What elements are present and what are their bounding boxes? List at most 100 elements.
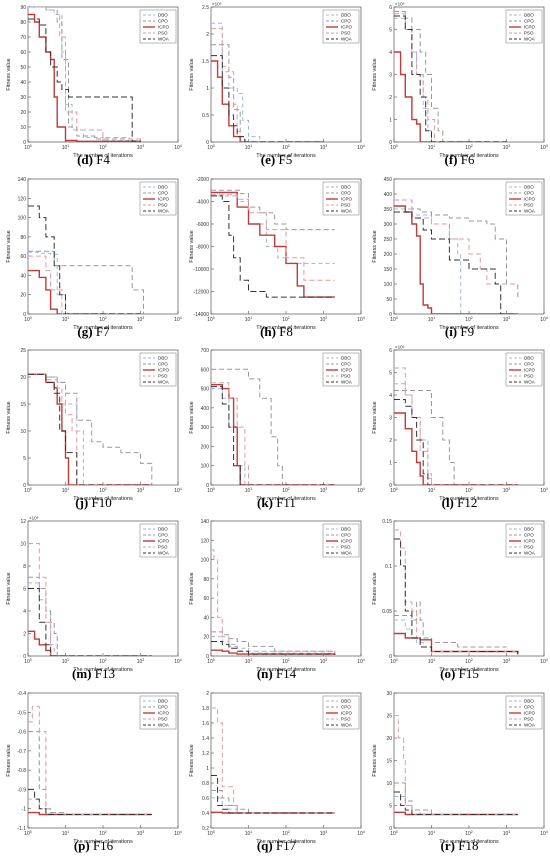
series-line-pso [211,194,335,281]
y-tick-label: 25 [386,714,392,720]
y-tick-label: 2 [389,95,392,101]
legend-label-icpo: ICPO [158,25,170,30]
panel-caption: (h) F8 [185,324,368,340]
x-tick-label: 102 [465,658,473,665]
y-tick-label: 350 [384,207,393,213]
series-line-pso [394,13,507,142]
x-tick-label: 101 [62,316,70,323]
legend-label-pso: PSO [158,374,168,379]
y-axis-label: Fitness value [6,58,12,90]
y-tick-label: 15 [20,402,26,408]
legend-label-icpo: ICPO [524,539,536,544]
x-tick-label: 100 [207,658,215,665]
series-line-woa [394,15,507,142]
caption-function: F17 [272,838,297,853]
chart-svg: 0 20 40 60 80 100 120 140 100 101 102 103 104 The num… [189,519,365,673]
caption-function: F16 [89,838,114,853]
panel-caption: (l) F12 [368,495,550,511]
y-tick-label: 1 [389,118,392,124]
y-tick-label: 2 [23,632,26,638]
caption-function: F5 [275,152,293,167]
y-tick-label: 0 [206,140,209,146]
x-tick-label: 104 [357,487,365,494]
y-tick-label: 120 [201,538,210,544]
chart-panel-f6: 0 1 2 3 4 5 6 100 101 102 103 104 The number of iter… [368,0,550,172]
x-tick-label: 103 [320,658,328,665]
y-tick-label: 140 [201,519,210,525]
x-tick-label: 104 [174,830,182,837]
x-tick-label: 102 [99,830,107,837]
legend-label-dbo: DBO [158,13,168,18]
chart-svg: 0 0.5 1 1.5 2 2.5 100 101 102 103 104 The number of… [189,2,365,160]
y-tick-label: 40 [203,615,209,621]
legend-label-woa: WOA [158,380,169,385]
chart-panel-f13: 0 2 4 6 8 10 12 100 101 102 103 104 The number of it… [2,514,185,686]
x-tick-label: 104 [540,144,548,151]
series-line-pso [211,549,336,654]
x-tick-label: 102 [465,487,473,494]
y-tick-label: 6 [389,5,392,11]
legend-label-dbo: DBO [341,185,351,190]
y-tick-label: 0 [23,483,26,489]
legend-label-woa: WOA [158,723,169,728]
y-tick-label: 1.5 [202,59,209,65]
legend-label-pso: PSO [341,203,351,208]
series-line-icpo [28,269,141,314]
panel-caption: (n) F14 [185,666,368,682]
y-tick-label: 120 [18,196,27,202]
y-tick-label: -0.8 [17,768,26,774]
legend-label-dbo: DBO [158,356,168,361]
series-line-dbo [394,619,519,655]
x-axis-label: The number of iterations [73,667,133,673]
y-tick-label: 1.8 [202,706,209,712]
panel-caption: (d) F4 [2,152,185,168]
caption-function: F12 [453,495,478,510]
legend-label-woa: WOA [341,380,352,385]
x-axis-label: The number of iterations [439,839,499,845]
chart-svg: -14000 -12000 -10000 -8000 -6000 -4000 -2000 10… [189,177,365,331]
x-tick-label: 103 [320,487,328,494]
legend-label-woa: WOA [524,209,535,214]
legend-label-dbo: DBO [524,699,534,704]
y-tick-label: 4 [389,393,392,399]
x-tick-label: 100 [390,316,398,323]
caption-function: F18 [454,838,479,853]
caption-letter: (o) [440,666,456,681]
series-line-woa [211,386,335,485]
y-tick-label: 6 [23,587,26,593]
legend-label-icpo: ICPO [341,368,353,373]
series-line-dbo [28,582,152,656]
panel-caption: (g) F7 [2,324,185,340]
caption-letter: (g) [77,324,93,339]
legend-label-pso: PSO [341,717,351,722]
legend-label-pso: PSO [158,31,168,36]
y-tick-label: 12 [20,519,26,525]
caption-letter: (j) [75,495,89,510]
legend-label-woa: WOA [524,551,535,556]
x-tick-label: 103 [503,830,511,837]
legend-label-icpo: ICPO [158,539,170,544]
caption-letter: (k) [257,495,273,510]
x-tick-label: 103 [320,316,328,323]
x-axis-label: The number of iterations [256,667,316,673]
x-tick-label: 102 [282,830,290,837]
y-tick-label: 0.8 [202,781,209,787]
legend-label-cpo: CPO [158,705,168,710]
series-line-woa [394,399,518,485]
series-line-pso [394,529,519,654]
y-tick-label: 10 [20,429,26,435]
panel-caption: (i) F9 [368,324,550,340]
x-tick-label: 100 [24,316,32,323]
chart-panel-f17: 0.2 0.4 0.6 0.8 1 1.2 1.4 1.6 1.8 2 100 101 102 103 10… [185,686,368,858]
y-tick-label: 0.1 [385,564,392,570]
legend-label-cpo: CPO [341,191,351,196]
legend-label-cpo: CPO [158,362,168,367]
y-tick-label: 0 [389,826,392,832]
x-tick-label: 104 [357,316,365,323]
x-tick-label: 104 [540,316,548,323]
legend-label-pso: PSO [524,717,534,722]
legend-label-dbo: DBO [524,356,534,361]
